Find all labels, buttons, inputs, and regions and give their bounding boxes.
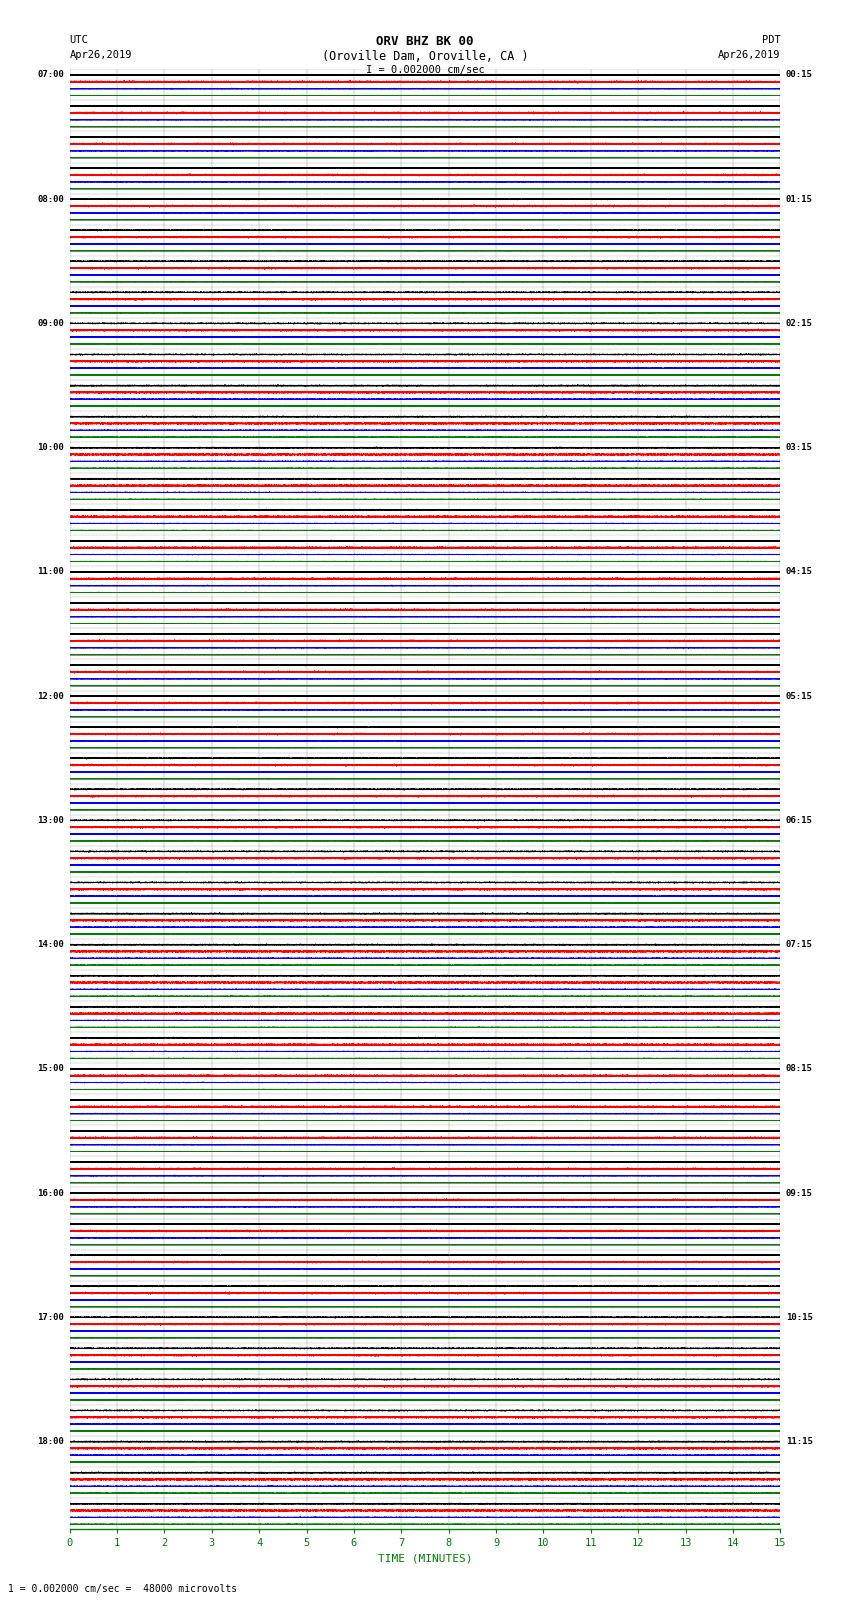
Text: 14:00: 14:00 bbox=[37, 940, 64, 948]
Text: 17:00: 17:00 bbox=[37, 1313, 64, 1321]
Text: 13:00: 13:00 bbox=[37, 816, 64, 824]
Text: ORV BHZ BK 00: ORV BHZ BK 00 bbox=[377, 35, 473, 48]
Text: 01:15: 01:15 bbox=[786, 195, 813, 203]
Text: 16:00: 16:00 bbox=[37, 1189, 64, 1197]
Text: 12:00: 12:00 bbox=[37, 692, 64, 700]
Text: Apr26,2019: Apr26,2019 bbox=[717, 50, 780, 60]
Text: UTC: UTC bbox=[70, 35, 88, 45]
Text: 11:00: 11:00 bbox=[37, 568, 64, 576]
Text: 08:00: 08:00 bbox=[37, 195, 64, 203]
Text: 02:15: 02:15 bbox=[786, 319, 813, 327]
Text: 05:15: 05:15 bbox=[786, 692, 813, 700]
Text: 00:15: 00:15 bbox=[786, 71, 813, 79]
Text: 06:15: 06:15 bbox=[786, 816, 813, 824]
Text: 1 = 0.002000 cm/sec =  48000 microvolts: 1 = 0.002000 cm/sec = 48000 microvolts bbox=[8, 1584, 238, 1594]
Text: 10:15: 10:15 bbox=[786, 1313, 813, 1321]
Text: PDT: PDT bbox=[762, 35, 780, 45]
Text: I = 0.002000 cm/sec: I = 0.002000 cm/sec bbox=[366, 65, 484, 74]
Text: 15:00: 15:00 bbox=[37, 1065, 64, 1073]
Text: 04:15: 04:15 bbox=[786, 568, 813, 576]
Text: 08:15: 08:15 bbox=[786, 1065, 813, 1073]
Text: 09:00: 09:00 bbox=[37, 319, 64, 327]
Text: 07:15: 07:15 bbox=[786, 940, 813, 948]
Text: 03:15: 03:15 bbox=[786, 444, 813, 452]
Text: 11:15: 11:15 bbox=[786, 1437, 813, 1445]
Text: 09:15: 09:15 bbox=[786, 1189, 813, 1197]
Text: 18:00: 18:00 bbox=[37, 1437, 64, 1445]
Text: Apr26,2019: Apr26,2019 bbox=[70, 50, 133, 60]
Text: 10:00: 10:00 bbox=[37, 444, 64, 452]
Text: 07:00: 07:00 bbox=[37, 71, 64, 79]
Text: (Oroville Dam, Oroville, CA ): (Oroville Dam, Oroville, CA ) bbox=[321, 50, 529, 63]
X-axis label: TIME (MINUTES): TIME (MINUTES) bbox=[377, 1553, 473, 1563]
